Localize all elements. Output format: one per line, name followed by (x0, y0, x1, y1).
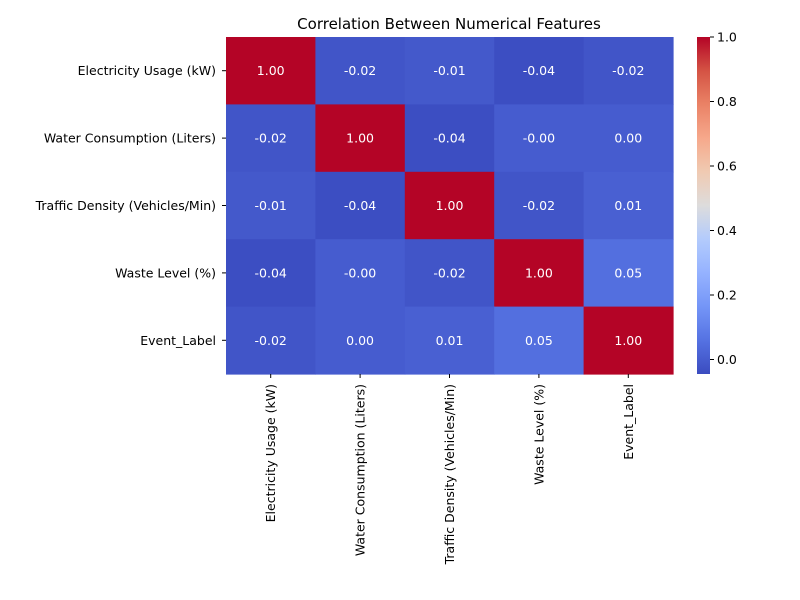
heatmap-cell (315, 104, 406, 173)
heatmap-cell (404, 37, 495, 105)
colorbar-tick-label: 0.6 (717, 158, 737, 173)
cell-value-label: -0.04 (255, 265, 287, 280)
cell-value-label: -0.02 (255, 131, 287, 146)
cell-value-label: -0.02 (255, 333, 287, 348)
heatmap-cell (315, 37, 406, 105)
colorbar-ticks: 0.0 0.2 0.4 0.6 0.8 1.0 (710, 30, 737, 367)
cell-value-label: -0.04 (344, 198, 376, 213)
column-tick-label: Electricity Usage (kW) (263, 384, 278, 522)
cell-value-label: 1.00 (346, 131, 374, 146)
colorbar-tick-label: 0.8 (717, 94, 737, 109)
row-tick-label: Traffic Density (Vehicles/Min) (35, 198, 216, 213)
colorbar-gradient (697, 37, 710, 374)
cell-value-label: 0.05 (614, 265, 642, 280)
heatmap-cell (226, 37, 316, 105)
cell-value-label: -0.01 (255, 198, 287, 213)
colorbar-tick-label: 0.2 (717, 287, 737, 302)
heatmap-cell (315, 306, 406, 375)
column-tick-label: Water Consumption (Liters) (353, 384, 368, 556)
heatmap-cell (404, 306, 495, 375)
cell-value-label: -0.00 (523, 131, 555, 146)
heatmap-cell (583, 306, 674, 375)
cell-value-label: -0.02 (344, 63, 376, 78)
column-tick-label: Traffic Density (Vehicles/Min) (442, 384, 457, 565)
cell-value-label: -0.02 (523, 198, 555, 213)
cell-value-label: 0.05 (525, 333, 553, 348)
heatmap-cell (404, 171, 495, 240)
heatmap-cell (494, 239, 585, 308)
heatmap-cell (404, 104, 495, 173)
heatmap-cell (226, 104, 316, 173)
heatmap-cell (494, 37, 585, 105)
cell-value-label: 0.00 (346, 333, 374, 348)
cell-value-label: 1.00 (525, 265, 553, 280)
heatmap-cell (226, 306, 316, 375)
row-tick-label: Electricity Usage (kW) (78, 63, 216, 78)
colorbar-tick-label: 0.4 (717, 223, 737, 238)
cell-value-label: -0.01 (433, 63, 465, 78)
heatmap-cell (583, 37, 674, 105)
heatmap-cell (494, 104, 585, 173)
cell-value-label: 0.01 (614, 198, 642, 213)
cell-value-label: 0.00 (614, 131, 642, 146)
heatmap-cell (404, 239, 495, 308)
column-tick-labels: Electricity Usage (kW) Water Consumption … (263, 374, 636, 565)
row-tick-label: Waste Level (%) (115, 265, 216, 280)
heatmap-cell (583, 239, 674, 308)
cell-value-label: -0.00 (344, 265, 376, 280)
cell-value-label: 1.00 (614, 333, 642, 348)
colorbar-tick-label: 0.0 (717, 352, 737, 367)
heatmap-cell (494, 306, 585, 375)
cell-value-label: 1.00 (436, 198, 464, 213)
heatmap-cell (315, 171, 406, 240)
heatmap-cell (583, 171, 674, 240)
colorbar: 0.0 0.2 0.4 0.6 0.8 1.0 (697, 30, 737, 374)
cell-value-label: 1.00 (257, 63, 285, 78)
cell-value-label: -0.02 (433, 265, 465, 280)
row-tick-label: Event_Label (140, 333, 216, 348)
row-tick-labels: Electricity Usage (kW) Water Consumption … (35, 63, 226, 348)
chart-title: Correlation Between Numerical Features (297, 15, 601, 33)
row-tick-label: Water Consumption (Liters) (44, 131, 216, 146)
cell-value-label: 0.01 (436, 333, 464, 348)
colorbar-tick-label: 1.0 (717, 30, 737, 45)
heatmap-cell (494, 171, 585, 240)
column-tick-label: Waste Level (%) (531, 384, 546, 485)
heatmap-cell (315, 239, 406, 308)
heatmap-cell (226, 239, 316, 308)
heatmap-cells: 1.00 -0.02 -0.01 -0.04 -0.02 -0.02 1.00 -0.04 -0… (226, 37, 674, 375)
heatmap-cell (583, 104, 674, 173)
heatmap-cell (226, 171, 316, 240)
cell-value-label: -0.02 (612, 63, 644, 78)
cell-value-label: -0.04 (433, 131, 465, 146)
column-tick-label: Event_Label (621, 384, 636, 460)
cell-value-label: -0.04 (523, 63, 555, 78)
